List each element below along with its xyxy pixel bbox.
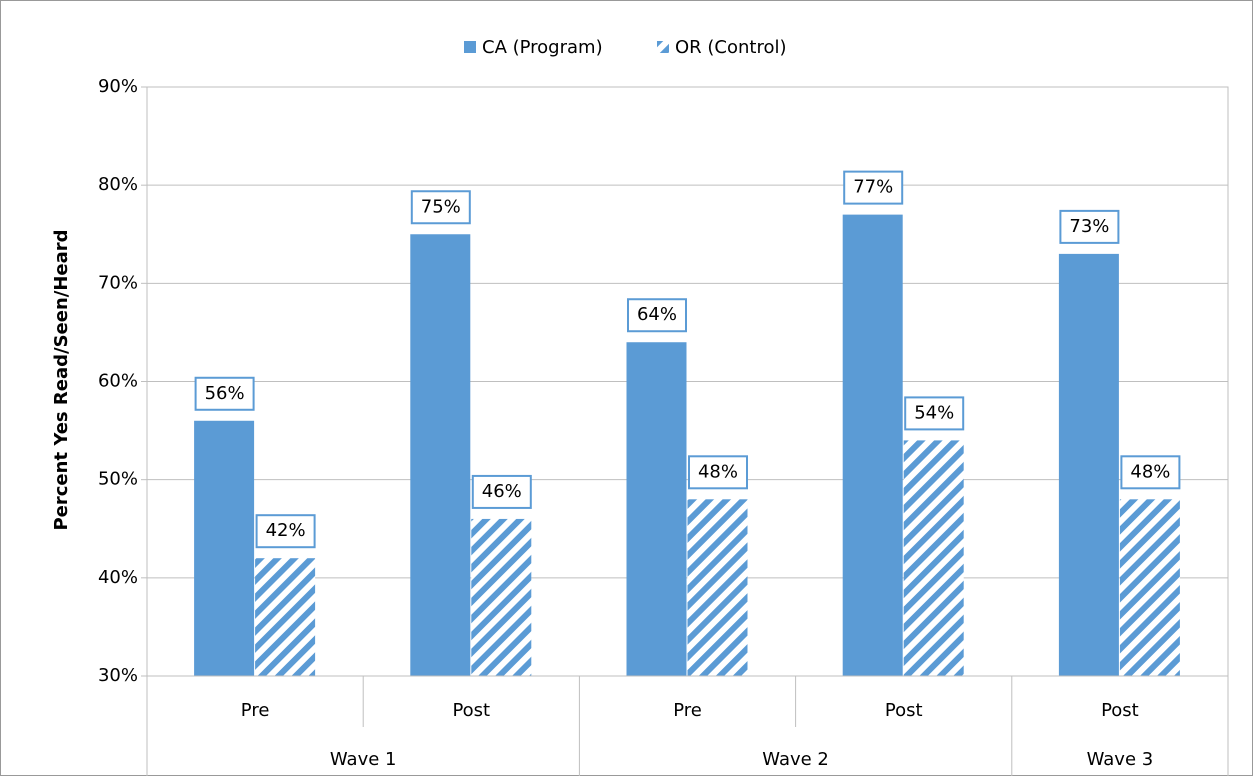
value-label: 42% bbox=[266, 520, 306, 541]
bar bbox=[194, 420, 255, 676]
x-tick-label: Post bbox=[1101, 700, 1139, 721]
bar bbox=[626, 342, 687, 676]
bar bbox=[471, 518, 532, 676]
bar bbox=[687, 499, 748, 676]
value-label-box bbox=[255, 514, 316, 549]
bar bbox=[410, 234, 471, 676]
bar bbox=[1119, 499, 1180, 676]
value-label-box bbox=[688, 455, 748, 490]
value-label-box bbox=[194, 376, 255, 411]
value-label: 54% bbox=[914, 402, 954, 423]
bar bbox=[1058, 253, 1119, 676]
value-label: 77% bbox=[853, 177, 893, 198]
group-label: Wave 1 bbox=[330, 749, 397, 770]
y-tick-label: 40% bbox=[98, 567, 138, 588]
group-label: Wave 2 bbox=[762, 749, 829, 770]
x-tick-label: Pre bbox=[241, 700, 270, 721]
x-tick-label: Post bbox=[885, 700, 923, 721]
legend-label: CA (Program) bbox=[482, 37, 603, 58]
y-tick-label: 60% bbox=[98, 371, 138, 392]
y-axis-title: Percent Yes Read/Seen/Heard bbox=[51, 229, 72, 530]
legend-swatch bbox=[464, 41, 476, 53]
value-label: 46% bbox=[482, 481, 522, 502]
y-tick-label: 50% bbox=[98, 469, 138, 490]
y-tick-label: 90% bbox=[98, 76, 138, 97]
value-label: 75% bbox=[421, 196, 461, 217]
y-tick-label: 70% bbox=[98, 272, 138, 293]
bar bbox=[255, 558, 316, 676]
legend-swatch bbox=[657, 41, 669, 53]
group-label: Wave 3 bbox=[1087, 749, 1154, 770]
value-label-box bbox=[627, 298, 687, 333]
y-tick-label: 80% bbox=[98, 174, 138, 195]
value-label-box bbox=[410, 190, 471, 225]
x-tick-label: Pre bbox=[673, 700, 702, 721]
value-label: 56% bbox=[205, 383, 245, 404]
x-tick-label: Post bbox=[452, 700, 490, 721]
bar bbox=[842, 214, 903, 676]
bar bbox=[903, 440, 964, 676]
legend-label: OR (Control) bbox=[675, 37, 787, 58]
value-label-box bbox=[904, 396, 965, 431]
value-label: 73% bbox=[1069, 216, 1109, 237]
value-label-box bbox=[1059, 209, 1120, 244]
y-tick-label: 30% bbox=[98, 665, 138, 686]
value-label: 48% bbox=[698, 461, 738, 482]
value-label-box bbox=[843, 170, 904, 205]
value-label: 48% bbox=[1130, 461, 1170, 482]
value-label-box bbox=[471, 474, 532, 509]
value-label-box bbox=[1120, 455, 1181, 490]
value-label: 64% bbox=[637, 304, 677, 325]
